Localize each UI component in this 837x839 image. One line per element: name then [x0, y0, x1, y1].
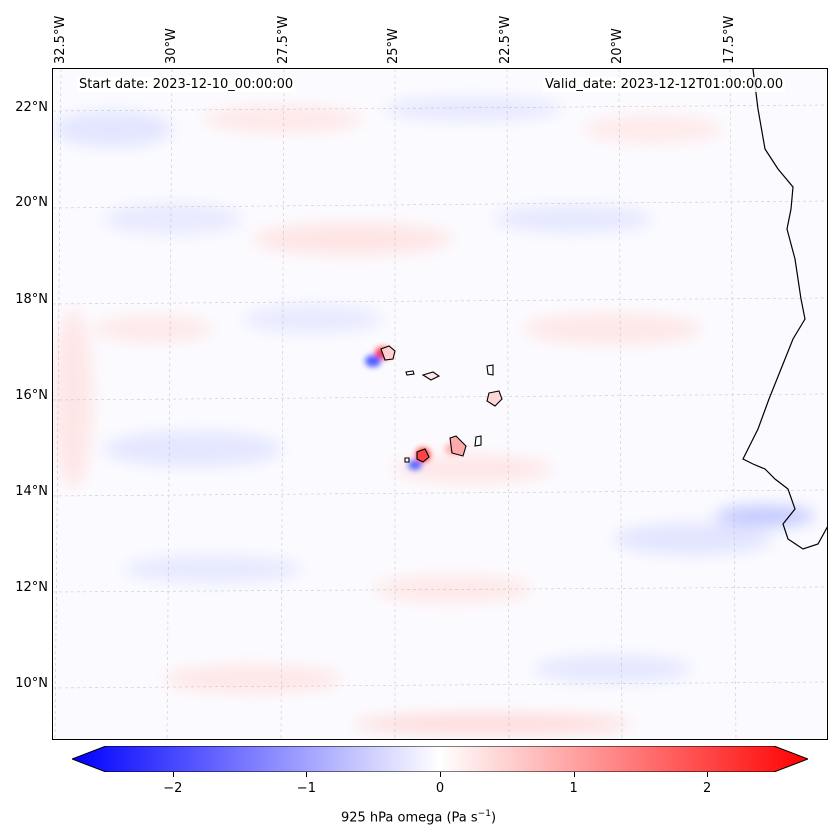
map-panel — [52, 68, 828, 740]
colorbar-tick-mark — [440, 772, 441, 777]
colorbar-tick-label: 0 — [435, 781, 445, 796]
lon-label-32-5w: 32.5°W — [53, 15, 68, 64]
colorbar-tick-mark — [707, 772, 709, 777]
colorbar-tick-label: 2 — [703, 781, 712, 796]
lat-label-22n: 22°N — [15, 100, 48, 115]
lon-label-27-5w: 27.5°W — [276, 15, 291, 64]
start-date-label: Start date: 2023-12-10_00:00:00 — [77, 77, 296, 92]
lat-label-16n: 16°N — [15, 388, 48, 403]
colorbar-tick-label: −1 — [296, 781, 316, 796]
omega-field — [53, 97, 815, 734]
islands — [380, 345, 503, 463]
lon-label-30w: 30°W — [164, 28, 179, 64]
colorbar-tick-mark — [306, 772, 308, 777]
island-dipoles — [365, 347, 461, 470]
colorbar-tick-label: 1 — [569, 781, 578, 796]
lon-label-17-5w: 17.5°W — [722, 15, 737, 64]
coastline — [742, 69, 827, 550]
lon-label-25w: 25°W — [386, 28, 401, 64]
colorbar-tick-label: −2 — [163, 781, 183, 796]
lat-label-10n: 10°N — [15, 676, 48, 691]
valid-date-label: Valid_date: 2023-12-12T01:00:00.00 — [543, 77, 786, 92]
lon-label-22-5w: 22.5°W — [498, 15, 513, 64]
omega-field-map — [53, 69, 827, 739]
lat-label-20n: 20°N — [15, 195, 48, 210]
colorbar-gradient — [72, 746, 808, 772]
colorbar-tick-mark — [172, 772, 174, 777]
lat-label-14n: 14°N — [15, 484, 48, 499]
colorbar-tick-mark — [573, 772, 575, 777]
lat-label-12n: 12°N — [15, 580, 48, 595]
graticule — [53, 69, 827, 739]
lon-label-20w: 20°W — [610, 28, 625, 64]
lat-label-18n: 18°N — [15, 292, 48, 307]
colorbar-label: 925 hPa omega (Pa s−1) — [340, 809, 497, 826]
colorbar — [72, 746, 808, 772]
